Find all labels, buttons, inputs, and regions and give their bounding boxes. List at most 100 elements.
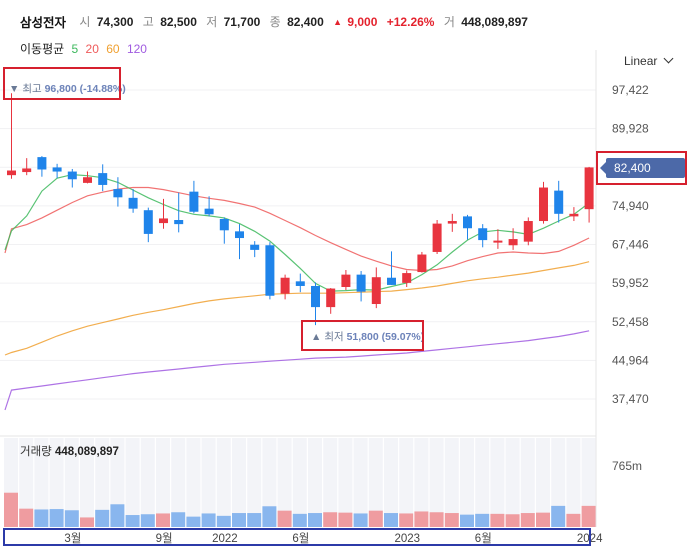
high-highlight-box bbox=[3, 67, 121, 100]
volume-label: 거 bbox=[443, 15, 455, 29]
volume-bar bbox=[444, 513, 459, 527]
volume-bar bbox=[323, 512, 338, 527]
volume-bar bbox=[384, 513, 398, 527]
candle-body bbox=[569, 213, 579, 217]
volume-axis-label: 765m bbox=[612, 459, 642, 473]
candle-body bbox=[493, 240, 503, 243]
volume-bar bbox=[353, 513, 368, 527]
moving-average-legend[interactable]: 이동평균 5 20 60 120 bbox=[20, 40, 151, 57]
volume-bg bbox=[216, 438, 231, 527]
candle-body bbox=[539, 187, 548, 222]
candle-body bbox=[387, 277, 396, 285]
high-value: 82,500 bbox=[160, 14, 197, 29]
candle-body bbox=[67, 171, 77, 180]
ma60-line bbox=[4, 261, 590, 356]
volume-bg bbox=[414, 438, 429, 527]
candle-body bbox=[508, 239, 518, 246]
volume-panel-value: 448,089,897 bbox=[54, 446, 119, 458]
candle-body bbox=[356, 274, 366, 292]
volume-bar bbox=[368, 510, 383, 527]
current-price-tag: 82,400 bbox=[600, 158, 685, 178]
low-label: 저 bbox=[206, 15, 218, 29]
candle-body bbox=[189, 191, 199, 212]
volume-bar bbox=[277, 510, 292, 527]
candle-body bbox=[326, 288, 336, 308]
ma-60: 60 bbox=[106, 42, 120, 56]
y-tick-label: 37,470 bbox=[612, 392, 649, 406]
volume-bar bbox=[110, 504, 125, 527]
volume-bar bbox=[399, 513, 414, 527]
up-triangle-icon: ▲ bbox=[311, 331, 322, 343]
volume-bar bbox=[64, 510, 79, 527]
volume-bg bbox=[64, 438, 79, 527]
x-tick-label: 6월 bbox=[292, 532, 309, 545]
stock-name: 삼성전자 bbox=[20, 16, 67, 30]
volume-bar bbox=[581, 505, 596, 527]
volume-bg bbox=[232, 438, 246, 527]
volume-bg bbox=[201, 438, 216, 527]
volume-bar bbox=[490, 513, 505, 527]
candle-body bbox=[159, 218, 168, 224]
volume-bg bbox=[581, 438, 596, 527]
volume-bar bbox=[19, 508, 34, 527]
candle-body bbox=[280, 277, 290, 294]
volume-bar bbox=[414, 511, 429, 527]
volume-bg bbox=[323, 438, 338, 527]
candle-body bbox=[371, 277, 381, 305]
volume-bg bbox=[34, 438, 49, 527]
volume-bars: 765m bbox=[4, 438, 642, 527]
y-tick-label: 89,928 bbox=[612, 122, 649, 136]
change-percent: +12.26% bbox=[386, 14, 435, 29]
moving-average-lines bbox=[4, 173, 590, 411]
scale-dropdown[interactable]: Linear bbox=[624, 53, 674, 68]
candle-body bbox=[402, 273, 412, 283]
volume-bg bbox=[520, 438, 535, 527]
volume-bar bbox=[34, 509, 49, 527]
volume-bar bbox=[186, 516, 201, 527]
volume-bg bbox=[125, 438, 140, 527]
candle-body bbox=[523, 221, 533, 242]
candle-body bbox=[143, 210, 153, 234]
volume-bg bbox=[353, 438, 368, 527]
volume-bg bbox=[368, 438, 383, 527]
ma-120: 120 bbox=[126, 42, 147, 56]
volume-bg bbox=[338, 438, 353, 527]
volume-bg bbox=[551, 438, 566, 527]
low-annotation: ▲ 최저 51,800 (59.07%) bbox=[311, 329, 424, 344]
candle-body bbox=[417, 254, 427, 273]
volume-bar bbox=[201, 513, 216, 527]
volume-bg bbox=[186, 438, 201, 527]
volume-bar bbox=[125, 515, 140, 527]
y-tick-label: 97,422 bbox=[612, 83, 649, 97]
candle-body bbox=[7, 170, 16, 176]
y-tick-label: 59,952 bbox=[612, 276, 649, 290]
x-tick-label: 2023 bbox=[395, 533, 421, 545]
volume-bar bbox=[505, 514, 520, 527]
volume-bg bbox=[536, 438, 550, 527]
current-price-highlight-box bbox=[596, 151, 687, 185]
volume-bar bbox=[156, 513, 170, 527]
up-arrow-icon: ▲ bbox=[333, 16, 343, 27]
candle-body bbox=[174, 219, 184, 225]
volume-value: 448,089,897 bbox=[461, 14, 528, 29]
volume-bg bbox=[384, 438, 398, 527]
y-tick-label: 67,446 bbox=[612, 238, 649, 252]
ma-20: 20 bbox=[85, 42, 99, 56]
candle-body bbox=[219, 218, 229, 231]
candle-body bbox=[447, 221, 457, 224]
volume-bar bbox=[460, 514, 474, 527]
volume-bar bbox=[338, 512, 353, 527]
scale-label: Linear bbox=[624, 54, 658, 68]
volume-bg bbox=[80, 438, 94, 527]
candle-body bbox=[37, 157, 47, 170]
high-annotation-label: 최고 bbox=[22, 83, 42, 95]
candle-body bbox=[128, 197, 138, 209]
volume-bar bbox=[95, 509, 110, 527]
volume-bar bbox=[140, 514, 155, 527]
ma120-line bbox=[4, 330, 590, 411]
volume-bg bbox=[460, 438, 474, 527]
volume-bg bbox=[475, 438, 490, 527]
volume-bg bbox=[247, 438, 262, 527]
low-value: 71,700 bbox=[223, 14, 261, 29]
